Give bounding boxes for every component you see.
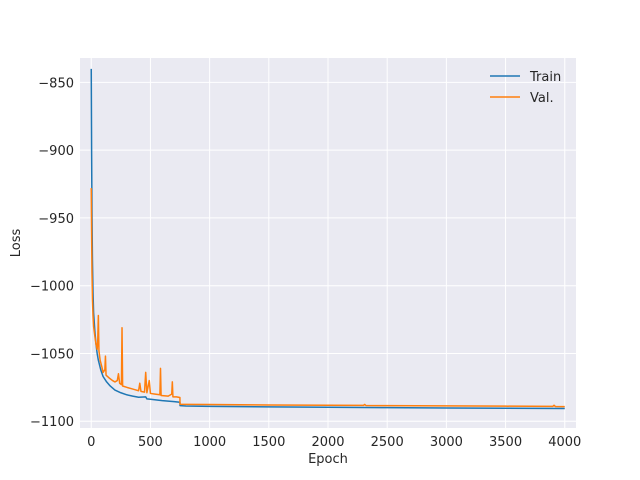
y-axis-label: Loss: [9, 229, 24, 258]
legend-label: Val.: [530, 91, 554, 106]
y-tick-label: −1050: [30, 347, 74, 362]
x-tick-labels: 0 500 1000 1500 2000 2500 3000 3500 4000: [87, 435, 581, 450]
y-tick-labels: −1100 −1050 −1000 −950 −900 −850: [30, 76, 74, 430]
y-tick-label: −900: [38, 144, 74, 159]
x-tick-label: 1000: [193, 435, 226, 450]
x-tick-label: 1500: [252, 435, 285, 450]
x-tick-label: 2500: [371, 435, 404, 450]
x-axis-label: Epoch: [308, 452, 348, 467]
y-tick-label: −850: [38, 76, 74, 91]
grid: [80, 58, 576, 428]
x-tick-label: 3500: [489, 435, 522, 450]
y-tick-label: −1100: [30, 415, 74, 430]
legend-label: Train: [529, 70, 561, 85]
y-tick-label: −950: [38, 212, 74, 227]
x-tick-label: 2000: [311, 435, 344, 450]
y-tick-label: −1000: [30, 280, 74, 295]
legend: Train Val.: [490, 70, 561, 106]
x-tick-label: 4000: [548, 435, 581, 450]
x-tick-label: 500: [138, 435, 163, 450]
x-tick-label: 3000: [430, 435, 463, 450]
series-group: [90, 68, 565, 410]
series-line-val: [90, 188, 565, 408]
series-line-train: [90, 68, 565, 410]
x-tick-label: 0: [87, 435, 95, 450]
